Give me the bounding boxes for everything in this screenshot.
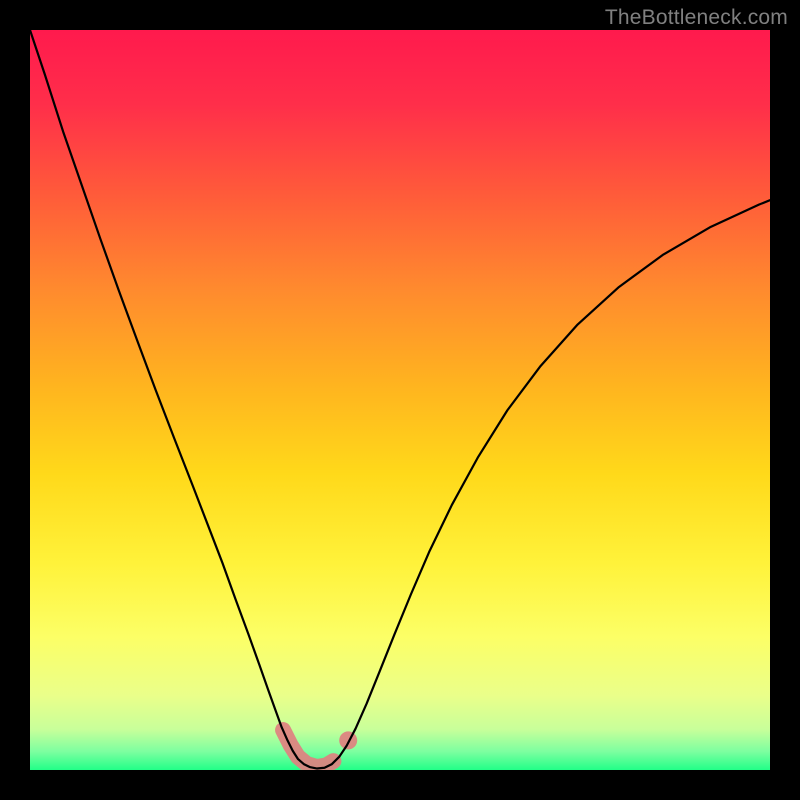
gradient-background	[30, 30, 770, 770]
watermark-text: TheBottleneck.com	[605, 6, 788, 30]
chart-frame: TheBottleneck.com	[0, 0, 800, 800]
plot-area	[30, 30, 770, 770]
chart-svg	[30, 30, 770, 770]
